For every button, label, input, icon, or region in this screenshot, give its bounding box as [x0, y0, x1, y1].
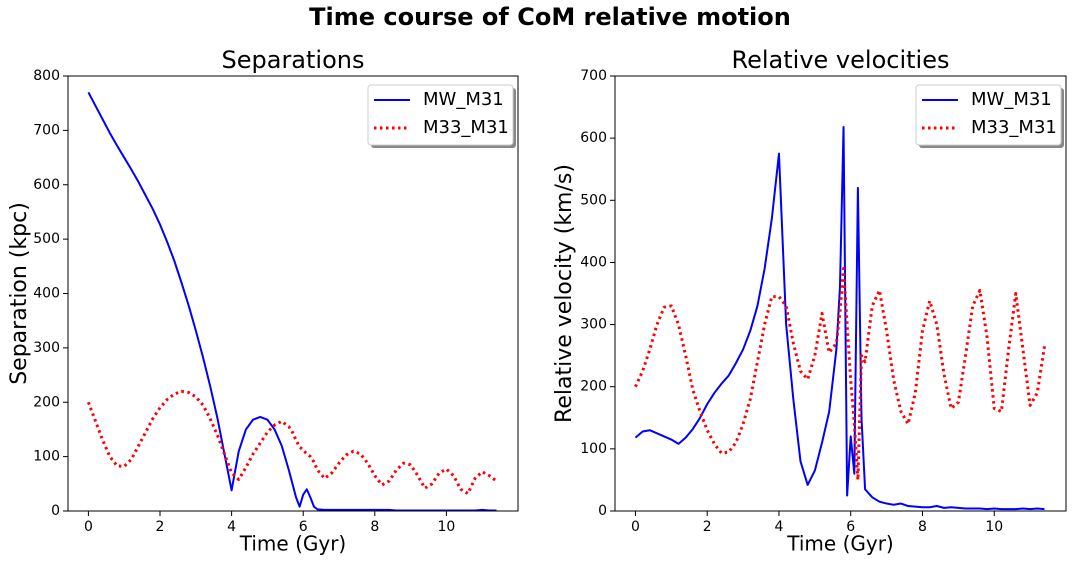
- y-tick-label: 500: [580, 192, 607, 208]
- y-tick-label: 500: [33, 231, 60, 247]
- y-tick-label: 700: [33, 122, 60, 138]
- series-line: [87, 389, 498, 496]
- y-tick-label: 800: [33, 68, 60, 84]
- y-tick-label: 600: [580, 130, 607, 146]
- x-tick-label: 6: [846, 519, 855, 535]
- series-line: [634, 267, 1046, 482]
- subplot: Relative velocities Time (Gyr) Relative ve…: [552, 46, 1067, 556]
- y-tick-label: 400: [33, 286, 60, 302]
- y-axis-label: Separation (kpc): [7, 202, 32, 385]
- y-tick-label: 100: [580, 441, 607, 457]
- y-axis-label: Relative velocity (km/s): [552, 164, 577, 423]
- x-tick-label: 2: [703, 519, 712, 535]
- x-tick-label: 6: [299, 519, 308, 535]
- x-tick-label: 8: [918, 519, 927, 535]
- y-tick-label: 200: [580, 379, 607, 395]
- y-tick-label: 400: [580, 254, 607, 270]
- x-tick-label: 4: [775, 519, 784, 535]
- y-tick-label: 0: [598, 503, 607, 519]
- x-tick-label: 10: [437, 519, 455, 535]
- y-tick-label: 700: [580, 68, 607, 84]
- y-tick-label: 300: [33, 340, 60, 356]
- legend-label: MW_M31: [971, 89, 1052, 110]
- axes-frame: [614, 75, 1067, 512]
- x-axis-label: Time (Gyr): [239, 532, 346, 556]
- legend-label: M33_M31: [971, 117, 1057, 138]
- series-line: [87, 91, 497, 511]
- subplot-title: Separations: [222, 46, 365, 74]
- legend-label: M33_M31: [423, 117, 509, 138]
- y-tick-label: 300: [580, 317, 607, 333]
- subplot-title: Relative velocities: [732, 46, 950, 74]
- x-tick-label: 0: [84, 519, 93, 535]
- x-tick-label: 10: [985, 519, 1003, 535]
- axes-frame: [67, 75, 519, 512]
- figure-title: Time course of CoM relative motion: [309, 3, 791, 31]
- subplot: Separations Time (Gyr) Separation (kpc) 0 2 4…: [7, 46, 519, 556]
- x-tick-label: 4: [227, 519, 236, 535]
- y-tick-label: 100: [33, 449, 60, 465]
- legend-label: MW_M31: [423, 89, 504, 110]
- x-tick-label: 8: [370, 519, 379, 535]
- x-tick-label: 2: [156, 519, 165, 535]
- x-axis-label: Time (Gyr): [786, 532, 893, 556]
- y-tick-label: 0: [51, 503, 60, 519]
- x-tick-label: 0: [631, 519, 640, 535]
- y-tick-label: 200: [33, 394, 60, 410]
- y-tick-label: 600: [33, 177, 60, 193]
